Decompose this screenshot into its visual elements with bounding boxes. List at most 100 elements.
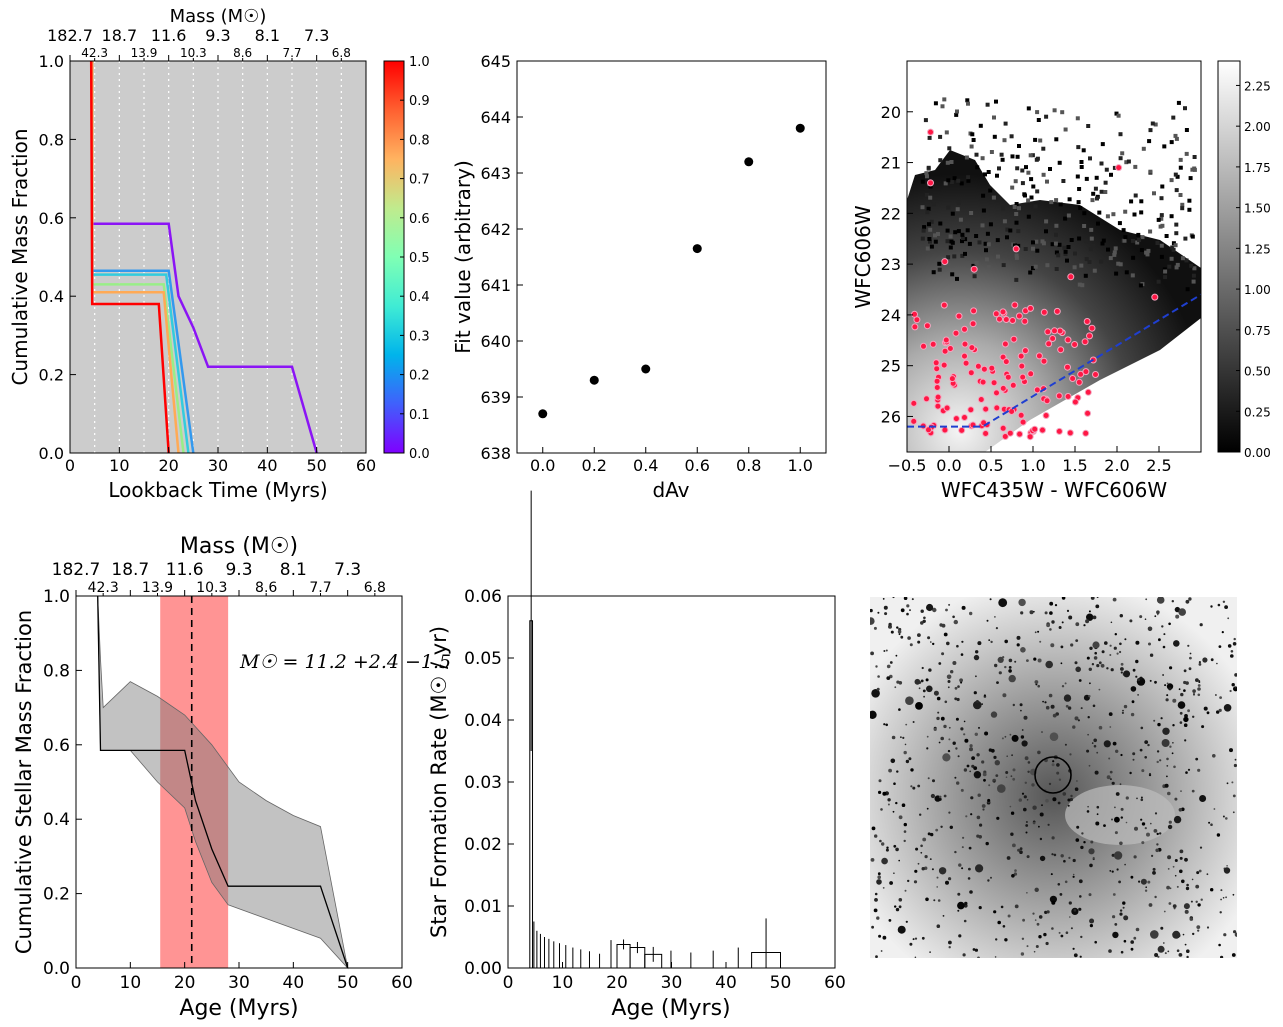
sky-star xyxy=(1027,761,1031,764)
x-tick-label: 50 xyxy=(337,973,359,993)
sky-star xyxy=(871,925,874,929)
sky-star xyxy=(904,889,907,892)
sky-star xyxy=(1191,789,1195,793)
sky-star xyxy=(1206,926,1210,929)
cmd-pixel xyxy=(1109,172,1113,177)
sky-star xyxy=(960,653,964,656)
cmd-pixel xyxy=(1175,262,1180,267)
sky-star xyxy=(936,716,940,721)
sky-star xyxy=(1153,829,1158,833)
highlighted-star xyxy=(1071,341,1079,348)
sky-star xyxy=(903,822,907,827)
sky-star xyxy=(1063,859,1066,863)
cmd-pixel xyxy=(1072,265,1077,270)
sky-star xyxy=(948,946,951,949)
sky-star xyxy=(1233,763,1237,768)
top-minor-tick-label: 10.3 xyxy=(180,46,207,60)
sky-star xyxy=(1125,796,1129,800)
sky-star xyxy=(1129,619,1133,623)
sky-star xyxy=(932,607,937,613)
cmd-pixel xyxy=(931,270,936,275)
cmd-pixel xyxy=(966,101,970,106)
sky-star xyxy=(1021,740,1028,747)
sky-star xyxy=(938,662,942,665)
sky-star xyxy=(1188,667,1192,671)
sky-star xyxy=(921,867,925,871)
sky-star xyxy=(1108,757,1111,760)
cmd-pixel xyxy=(949,180,954,185)
sky-star xyxy=(1141,841,1145,845)
cmd-pixel xyxy=(1094,175,1099,180)
sky-star xyxy=(1086,613,1094,621)
axis-ticks: 0.0 0.2 0.4 0.6 0.8 1.0 638 639 640 641 642 643 644 6… xyxy=(480,52,813,475)
cmd-pixel xyxy=(1054,223,1059,228)
cmd-pixel xyxy=(1089,227,1094,232)
sky-star xyxy=(1034,887,1039,892)
sky-star xyxy=(903,750,907,755)
sky-star xyxy=(896,680,900,684)
sky-star xyxy=(1012,777,1016,781)
cmd-pixel xyxy=(1175,174,1180,179)
sky-star xyxy=(1130,947,1134,951)
cmd-pixel xyxy=(1174,231,1179,236)
sky-star xyxy=(1051,620,1055,624)
sky-star xyxy=(995,627,999,630)
highlighted-star xyxy=(1026,433,1034,441)
y-tick-label: 0.03 xyxy=(464,773,502,793)
cmd-pixel xyxy=(1187,207,1192,212)
sky-star xyxy=(885,649,888,652)
sky-star xyxy=(882,935,887,940)
colorbar-tick-label: 0.1 xyxy=(409,408,430,423)
sky-star xyxy=(975,864,984,873)
cmd-pixel xyxy=(974,261,979,266)
sky-star xyxy=(893,844,897,848)
cmd-pixel xyxy=(1016,229,1021,234)
sky-star xyxy=(1173,640,1180,647)
cmd-pixel xyxy=(1118,156,1123,161)
y-tick-label: 0.6 xyxy=(39,209,64,228)
sky-star xyxy=(905,696,914,705)
x-tick-label: 0.0 xyxy=(530,456,555,475)
x-tick-label: 20 xyxy=(606,973,628,993)
y-axis-label: Fit value (arbitrary) xyxy=(451,160,475,354)
y-tick-label: 0.06 xyxy=(464,587,502,607)
cmd-pixel xyxy=(948,234,953,239)
sky-star xyxy=(948,877,952,881)
highlighted-star xyxy=(941,258,949,266)
sky-star xyxy=(1088,610,1091,613)
cmd-pixel xyxy=(963,237,968,242)
cmd-pixel xyxy=(937,267,942,272)
sky-star xyxy=(1166,694,1169,697)
sky-star xyxy=(1144,618,1147,620)
sky-star xyxy=(917,633,921,637)
highlighted-star xyxy=(941,426,949,434)
sky-star xyxy=(919,813,922,816)
cmd-pixel xyxy=(1184,128,1189,132)
cmd-pixel xyxy=(1020,181,1025,186)
sky-star xyxy=(870,858,875,862)
cmd-pixel xyxy=(1040,239,1045,244)
sky-star xyxy=(1140,726,1144,730)
sky-star xyxy=(943,794,947,798)
sky-star xyxy=(1229,689,1232,693)
cmd-pixel xyxy=(1183,106,1187,111)
colorbar-tick-label: 0.0 xyxy=(409,447,430,462)
sky-star xyxy=(1154,615,1157,618)
sky-star xyxy=(955,747,958,750)
cmd-pixel xyxy=(950,240,955,245)
highlighted-star xyxy=(1004,373,1012,381)
sky-star xyxy=(1198,869,1202,873)
cmd-pixel xyxy=(972,274,977,279)
cmd-pixel xyxy=(1191,273,1196,278)
data-point xyxy=(795,123,805,133)
sky-star xyxy=(1190,900,1193,903)
sky-star xyxy=(959,678,963,683)
top-major-tick-label: 182.7 xyxy=(52,560,101,580)
sky-star xyxy=(909,609,911,612)
x-tick-label: 40 xyxy=(715,973,737,993)
sky-star xyxy=(1118,880,1121,884)
sky-star xyxy=(1119,614,1124,618)
sky-star xyxy=(1026,799,1029,801)
sky-star xyxy=(997,920,1001,925)
cmd-pixel xyxy=(969,211,974,215)
